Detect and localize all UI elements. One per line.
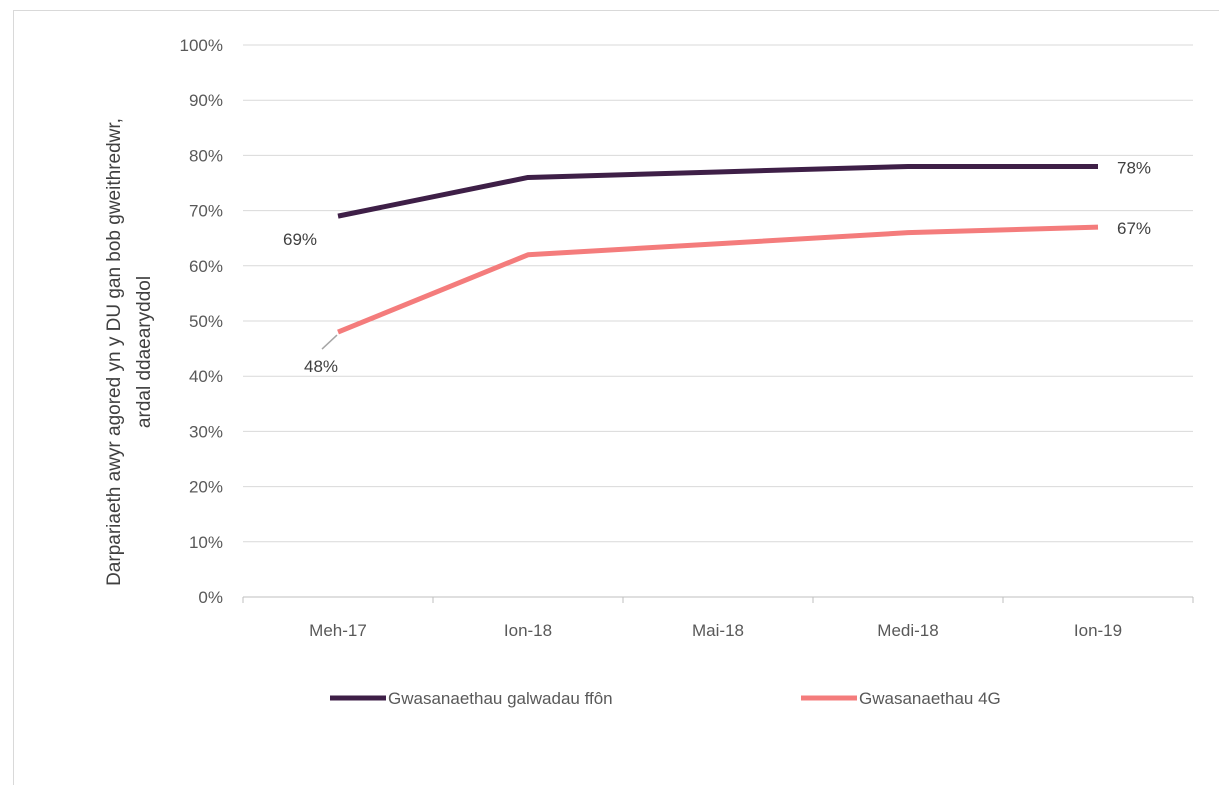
x-tick-label: Meh-17 [309, 621, 367, 640]
y-tick-label: 20% [189, 478, 223, 497]
y-tick-label: 40% [189, 367, 223, 386]
data-labels: 69% 78% 48% 67% [283, 158, 1151, 376]
series-line-2 [337, 224, 1099, 335]
legend: Gwasanaethau galwadau ffôn Gwasanaethau 4… [330, 689, 1001, 708]
y-tick-label: 90% [189, 91, 223, 110]
axes: 0% 10% 20% 30% 40% 50% 60% 70% 80% 90% 100% Meh-17 I… [180, 36, 1194, 640]
y-axis-title-line-1: Darpariaeth awyr agored yn y DU gan bob … [104, 118, 125, 586]
data-label: 69% [283, 230, 317, 249]
x-tick-label: Medi-18 [877, 621, 938, 640]
data-label: 78% [1117, 158, 1151, 177]
y-tick-label: 10% [189, 533, 223, 552]
y-tick-label: 70% [189, 202, 223, 221]
data-label-leader-line [321, 334, 338, 350]
chart-frame [13, 10, 1219, 785]
x-tick-label: Mai-18 [692, 621, 744, 640]
series-line-1 [337, 163, 1098, 219]
x-tick-label: Ion-18 [504, 621, 552, 640]
x-tick-label: Ion-19 [1074, 621, 1122, 640]
y-tick-label: 80% [189, 146, 223, 165]
legend-label: Gwasanaethau 4G [859, 689, 1001, 708]
series-lines [337, 163, 1099, 335]
y-tick-label: 100% [180, 36, 223, 55]
data-label: 48% [304, 357, 338, 376]
y-tick-label: 60% [189, 257, 223, 276]
gridlines [243, 44, 1193, 543]
y-axis-title-line-2: ardal ddaearyddol [134, 276, 155, 428]
y-tick-label: 0% [198, 588, 223, 607]
y-tick-label: 50% [189, 312, 223, 331]
legend-label: Gwasanaethau galwadau ffôn [388, 689, 613, 708]
y-tick-label: 30% [189, 422, 223, 441]
data-label: 67% [1117, 219, 1151, 238]
